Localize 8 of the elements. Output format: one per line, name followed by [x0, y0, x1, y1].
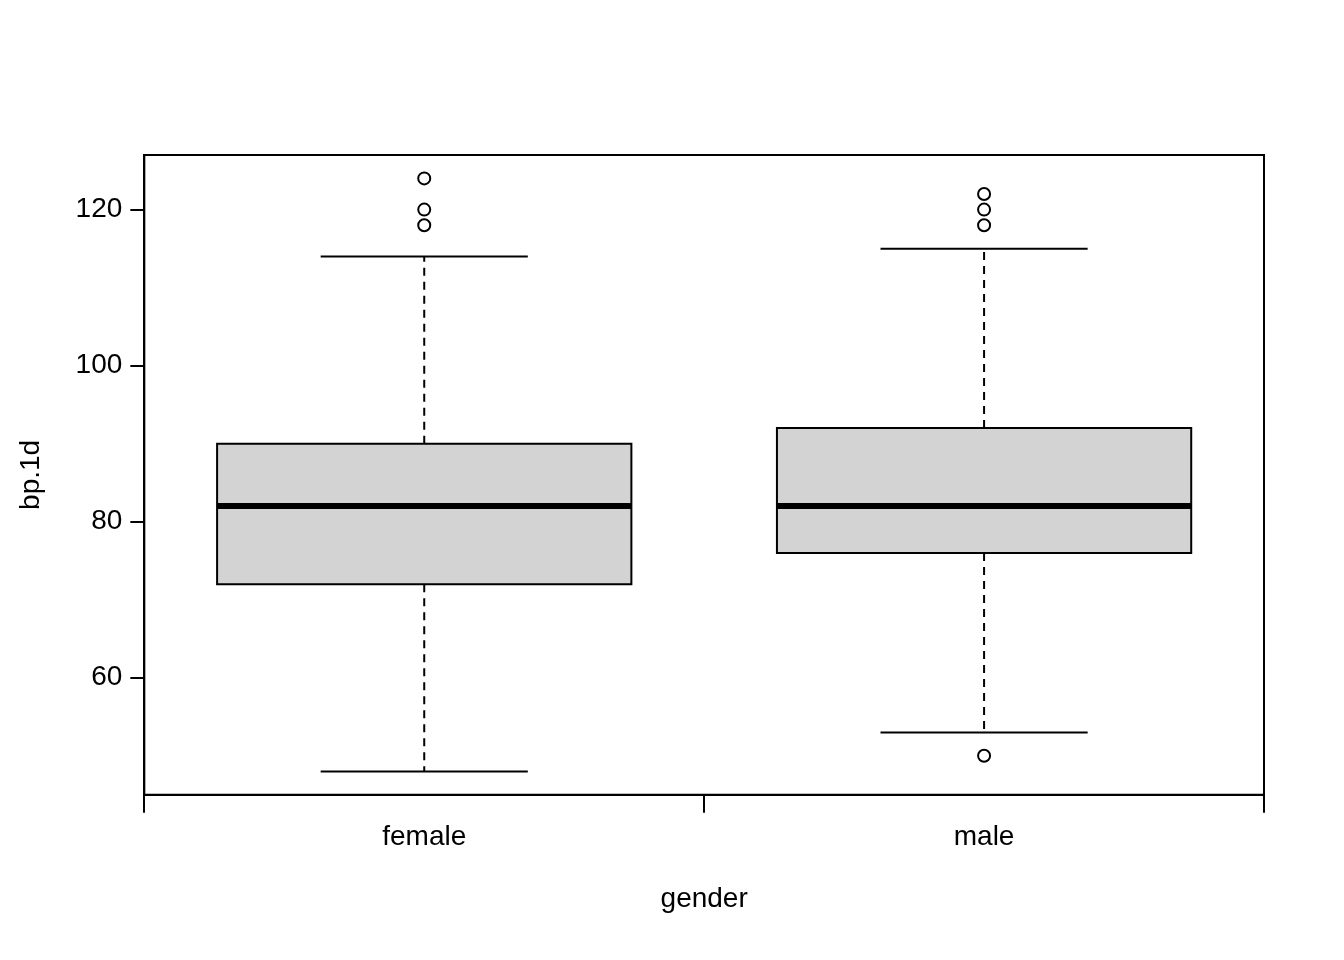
- x-tick-label: female: [382, 820, 467, 852]
- y-tick-label: 100: [75, 348, 123, 380]
- y-tick-label: 120: [75, 192, 123, 224]
- y-tick-label: 80: [91, 504, 123, 536]
- y-axis-title: bp.1d: [13, 439, 45, 510]
- x-axis-title: gender: [660, 881, 748, 913]
- y-tick-label: 60: [91, 660, 123, 692]
- x-tick-label: male: [953, 820, 1015, 852]
